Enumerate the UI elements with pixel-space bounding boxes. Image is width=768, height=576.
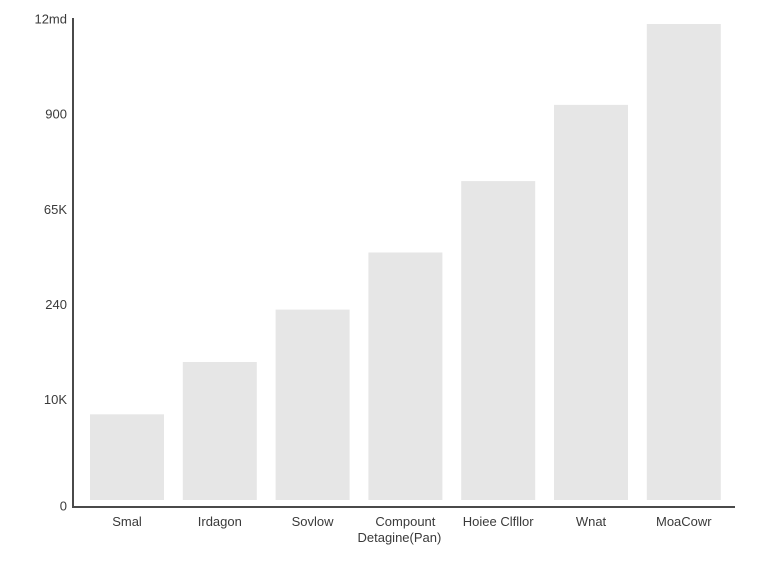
x-tick-label-6: MoaCowr	[656, 514, 712, 529]
y-tick-label-0: 0	[60, 498, 67, 513]
y-tick-label-5: 12md	[34, 11, 67, 26]
y-tick-label-1: 10K	[44, 392, 67, 407]
bar-4	[461, 181, 536, 500]
x-tick-label-1: Irdagon	[198, 514, 242, 529]
x-tick-label-3: Compount Detagine(Pan)	[357, 514, 441, 545]
bar-3	[368, 252, 443, 500]
bar-2	[275, 309, 350, 500]
x-tick-label-5: Wnat	[576, 514, 607, 529]
bar-0	[90, 414, 164, 500]
x-tick-label-2: Sovlow	[292, 514, 335, 529]
y-tick-label-3: 65K	[44, 202, 67, 217]
x-tick-labels: Smal Irdagon Sovlow Compount Detagine(Pan) Ho…	[112, 514, 712, 545]
y-tick-label-4: 900	[45, 107, 67, 122]
x-tick-label-0: Smal	[112, 514, 142, 529]
bar-5	[554, 104, 628, 501]
y-tick-label-2: 240	[45, 297, 67, 312]
y-tick-labels: 0 10K 240 65K 900 12md	[34, 11, 67, 513]
bar-6	[646, 24, 721, 500]
x-tick-label-4: Hoiee Clfllor	[463, 514, 534, 529]
bars-layer	[90, 24, 721, 501]
bar-1	[182, 362, 257, 500]
